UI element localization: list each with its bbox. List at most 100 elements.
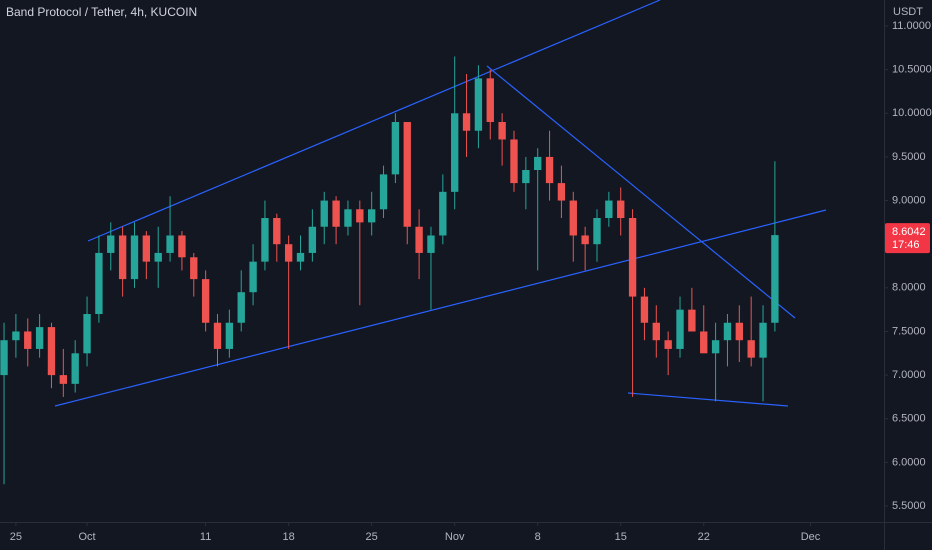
candle-body xyxy=(747,340,755,358)
candle-body xyxy=(628,218,637,297)
currency-label: USDT xyxy=(893,6,923,18)
candle-body xyxy=(391,122,400,175)
x-tick-label: Oct xyxy=(78,531,95,543)
candle-body xyxy=(284,244,293,262)
candle-body xyxy=(344,209,352,227)
y-tick-label: 9.0000 xyxy=(892,194,926,206)
x-tick-label: Dec xyxy=(801,531,821,543)
candle-body xyxy=(178,235,186,258)
candle-body xyxy=(676,309,684,349)
candle-body xyxy=(249,261,257,293)
candle-body xyxy=(356,209,364,223)
candle-body xyxy=(166,235,174,253)
candle-body xyxy=(557,183,566,201)
candle-body xyxy=(735,322,743,341)
candle-body xyxy=(451,113,459,192)
candle-body xyxy=(83,314,91,354)
candle-body xyxy=(201,279,210,323)
candle-body xyxy=(273,218,281,245)
candle-body xyxy=(332,200,340,227)
candle-body xyxy=(581,235,589,245)
candle-body xyxy=(510,139,518,184)
candle-body xyxy=(12,331,20,341)
candle-body xyxy=(261,218,269,262)
y-tick-label: 11.0000 xyxy=(892,20,931,32)
x-tick-label: 15 xyxy=(615,531,627,543)
x-tick-label: 8 xyxy=(535,531,541,543)
y-tick-label: 7.0000 xyxy=(892,369,926,381)
candle-body xyxy=(462,113,471,131)
candle-body xyxy=(605,200,613,219)
price-label-box xyxy=(885,223,930,254)
candle-body xyxy=(225,322,234,349)
candle-body xyxy=(0,340,8,376)
candle-body xyxy=(59,375,68,384)
candle-body xyxy=(95,252,103,315)
x-tick-label: 18 xyxy=(283,531,295,543)
candle-body xyxy=(130,235,139,280)
candle-body xyxy=(569,200,577,236)
candle-body xyxy=(617,200,625,219)
candle-body xyxy=(711,340,720,354)
y-tick-label: 6.0000 xyxy=(892,456,926,468)
candle-body xyxy=(118,235,127,280)
price-label: 8.6042 xyxy=(892,226,926,238)
upper-trendline xyxy=(87,0,661,242)
candle-body xyxy=(47,327,56,376)
candle-body xyxy=(24,331,32,349)
candle-body xyxy=(474,78,483,131)
candle-body xyxy=(415,226,423,253)
candle-body xyxy=(640,296,649,323)
candle-body xyxy=(498,122,506,140)
candle-body xyxy=(35,327,44,349)
candles xyxy=(0,56,779,485)
candle-body xyxy=(213,322,222,349)
candle-body xyxy=(403,122,411,227)
y-tick-label: 10.5000 xyxy=(892,64,932,76)
y-tick-label: 10.0000 xyxy=(892,107,932,119)
x-tick-label: 11 xyxy=(200,531,211,543)
candle-body xyxy=(427,235,435,253)
candle-body xyxy=(545,156,554,184)
candle-body xyxy=(190,257,198,280)
candle-body xyxy=(534,156,542,171)
x-tick-label: 25 xyxy=(10,531,22,543)
candle-body xyxy=(771,235,779,323)
candle-body xyxy=(759,322,767,358)
candle-body xyxy=(522,170,530,184)
y-tick-label: 5.5000 xyxy=(892,500,926,512)
candle-body xyxy=(296,252,305,262)
y-tick-label: 6.5000 xyxy=(892,413,926,425)
candle-body xyxy=(652,322,660,341)
support-line xyxy=(627,392,789,407)
candle-body xyxy=(367,209,376,223)
y-tick-label: 7.5000 xyxy=(892,325,926,337)
y-tick-label: 9.5000 xyxy=(892,151,926,163)
countdown-label: 17:46 xyxy=(892,239,920,251)
candle-body xyxy=(723,322,732,341)
trendlines xyxy=(54,0,827,407)
y-tick-label: 8.0000 xyxy=(892,282,926,294)
candle-body xyxy=(439,191,447,236)
candle-body xyxy=(593,218,601,245)
candle-body xyxy=(237,292,245,323)
candle-body xyxy=(142,235,151,262)
descending-trendline xyxy=(486,65,796,319)
candle-body xyxy=(379,174,388,210)
candle-body xyxy=(320,200,328,227)
candle-body xyxy=(308,226,317,253)
x-tick-label: Nov xyxy=(445,531,465,543)
candle-body xyxy=(71,353,79,384)
x-tick-label: 22 xyxy=(698,531,710,543)
candle-body xyxy=(688,309,696,332)
x-tick-label: 25 xyxy=(366,531,378,543)
candle-body xyxy=(107,235,115,253)
candle-body xyxy=(700,331,708,354)
candle-body xyxy=(154,252,162,262)
chart-title: Band Protocol / Tether, 4h, KUCOIN xyxy=(6,5,197,19)
candle-body xyxy=(486,78,494,123)
candle-body xyxy=(664,340,672,349)
